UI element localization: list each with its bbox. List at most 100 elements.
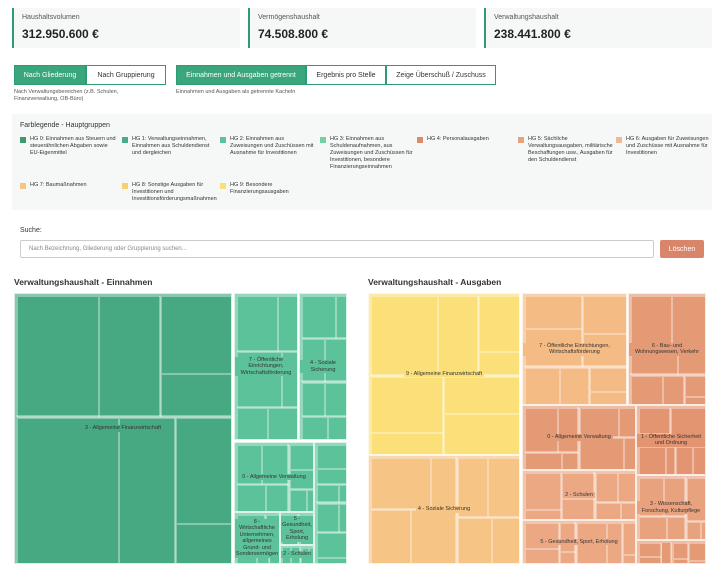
sub-tile [688,542,705,563]
sub-tile [672,543,690,560]
sub-tile [17,296,99,418]
sub-tile [582,296,626,334]
sub-tile [443,414,519,454]
sub-tile [315,501,346,563]
legend-swatch [417,137,423,143]
treemap-tile[interactable]: 3 - Allgemeine Finanzwirtschaft [14,293,232,564]
sub-tile [524,407,580,453]
sub-tile [525,452,562,469]
tile-label: 8 - Wirtschaftliche Unternehmen, allgeme… [235,518,279,558]
sub-tile [16,295,161,418]
sub-tile [160,374,231,418]
sub-tile [620,503,635,519]
legend-label: HG 4: Personalausgaben [427,136,489,142]
sub-tile [371,458,431,511]
sub-tile [683,374,705,404]
tile-label: 5 - Gesundheit, Sport, Erholung [281,515,313,542]
search-input[interactable]: Nach Bezeichnung, Gliederung oder Gruppi… [20,240,654,258]
treemap-tile[interactable]: 5 - Gesundheit, Sport, Erholung [280,512,314,545]
sub-tile [288,488,313,511]
sub-tile [687,478,705,504]
legend-label: HG 1: Verwaltungseinnahmen, Einnahmen au… [132,136,210,156]
treemap-tile[interactable]: 1 - Öffentliche Sicherheit und Ordnung [636,405,706,475]
sub-tile [661,542,672,563]
toggle-button[interactable]: Einnahmen und Ausgaben getrennt [176,65,306,85]
legend-title: Farblegende - Hauptgruppen [20,122,110,129]
treemap-tile[interactable]: 3 - Wissenschaft, Forschung, Kulturpfleg… [636,475,706,540]
sub-tile [16,416,177,563]
treemap-tile[interactable]: 8 - Wirtschaftliche Unternehmen, allgeme… [234,512,280,564]
treemap-tile[interactable] [636,540,706,564]
treemap-tile[interactable]: 2 - Schulen [280,545,314,564]
sub-tile [524,472,563,519]
kpi-label: Verwaltungshaushalt [494,14,559,21]
sub-tile [631,375,664,404]
sub-tile [523,365,626,404]
legend-swatch [220,137,226,143]
sub-tile [371,432,444,454]
sub-tile [317,558,346,563]
sub-tile [663,375,685,404]
legend-swatch [122,183,128,189]
sub-tile [301,295,346,340]
sub-tile [175,416,231,563]
clear-button[interactable]: Löschen [660,240,704,258]
sub-tile [578,407,635,438]
sub-tile [301,557,313,563]
sub-tile [559,367,591,404]
sub-tile [443,377,519,415]
treemap-tile[interactable]: 7 - Öffentliche Einrichtungen, Wirtschaf… [522,293,627,405]
legend-label: HG 8: Sonstige Ausgaben für Investitione… [132,182,217,202]
sub-tile [594,472,635,503]
sub-tile [317,532,346,559]
treemap-tile[interactable]: 0 - Allgemeine Verwaltung [522,405,636,470]
legend-item: HG 9: Besondere Finanzierungsausgaben [220,182,316,196]
sub-tile [237,407,268,439]
toggle-button[interactable]: Zeige Überschuß / Zuschuss [386,65,496,85]
sub-tile [525,510,563,519]
toggle-button[interactable]: Nach Gruppierung [86,65,166,85]
legend-label: HG 0: Einnahmen aus Steuern und steueräh… [30,136,116,156]
sub-tile [410,510,458,563]
sub-tile [267,407,297,439]
treemap-tile[interactable]: 9 - Allgemeine Finanzwirtschaft [368,293,520,455]
sub-tile [370,376,444,454]
sub-tile [639,543,663,558]
sub-tile [638,477,688,517]
sub-tile [686,477,705,522]
sub-tile [236,483,290,511]
treemap-tile[interactable]: 7 - Öffentliche Einrichtungen, Wirtschaf… [234,293,298,440]
treemap-tile[interactable]: 0 - Allgemeine Verwaltung [234,442,314,512]
sub-tile [525,548,561,563]
treemap-tile[interactable]: 6 - Bau- und Wohnungswesen, Verkehr [628,293,706,405]
legend-item: HG 6: Ausgaben für Zuweisungen und Zusch… [616,136,712,157]
treemap-tile[interactable] [314,442,347,564]
sub-tile [316,444,346,486]
sub-tile [237,296,278,352]
treemap-tile[interactable]: 4 - Soziale Sicherung [368,455,520,564]
treemap-tile[interactable]: 5 - Gesundheit, Sport, Erholung [522,520,636,564]
sub-tile [561,452,580,469]
kpi-value: 74.508.800 € [258,27,329,41]
sub-tile [629,294,705,376]
toggle-button[interactable]: Ergebnis pro Stelle [306,65,386,85]
sub-tile [629,373,705,404]
sub-tile [525,296,583,329]
legend-item: HG 1: Verwaltungseinnahmen, Einnahmen au… [122,136,218,157]
sub-tile [316,502,346,533]
sub-tile [339,485,346,504]
toggle-button[interactable]: Nach Gliederung [14,65,86,85]
sub-tile [686,520,705,539]
treemap-tile[interactable]: 4 - Soziale Sicherung [299,293,347,440]
tile-label: 2 - Schulen [281,551,313,558]
treemap-tile[interactable]: 2 - Schulen [522,470,636,520]
sub-tile [638,445,677,474]
sub-tile [687,521,702,539]
sub-tile [159,295,231,418]
tile-label: 3 - Wissenschaft, Forschung, Kulturpfleg… [637,501,705,514]
sub-tile [639,478,664,517]
legend-swatch [122,137,128,143]
sub-tile [617,473,635,503]
sub-tile [15,294,231,418]
